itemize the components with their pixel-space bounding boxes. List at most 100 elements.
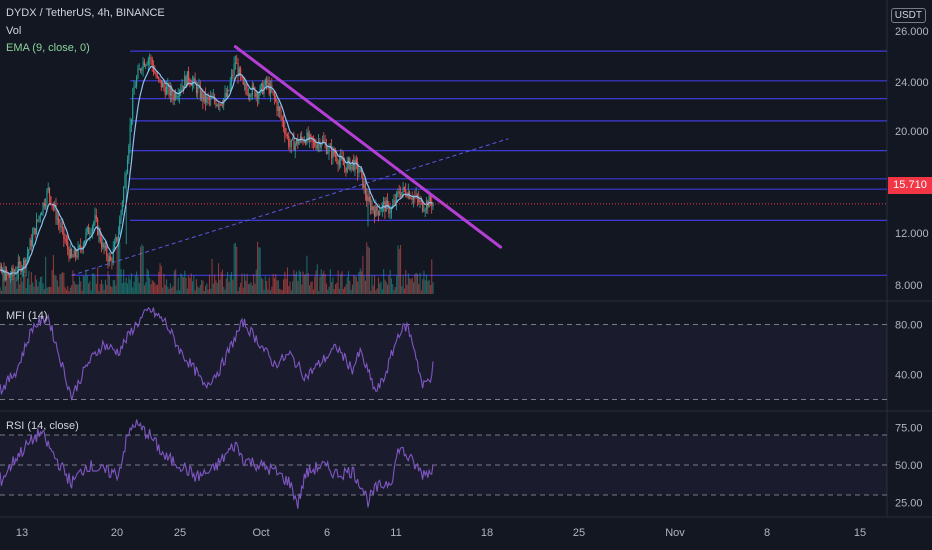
candle-body (221, 104, 223, 106)
candle-body (312, 141, 314, 143)
candle-body (286, 134, 288, 137)
volume-bar (355, 276, 357, 294)
volume-bar (214, 274, 216, 294)
volume-bar (63, 272, 65, 294)
volume-bar (301, 284, 303, 294)
candle-body (106, 245, 108, 257)
candle-body (280, 110, 282, 118)
candle-body (401, 191, 403, 197)
candle-body (267, 82, 269, 84)
volume-bar (363, 275, 365, 294)
candle-body (95, 215, 97, 219)
volume-bar (171, 287, 173, 294)
price-tick-label: 24.000 (895, 77, 929, 89)
volume-bar (371, 275, 373, 294)
volume-bar (133, 281, 135, 294)
volume-bar (43, 289, 45, 294)
mfi-tick-label: 80.00 (895, 320, 923, 332)
volume-bar (114, 279, 116, 294)
candle-body (229, 82, 231, 91)
volume-bar (224, 289, 226, 294)
volume-bar (361, 271, 363, 294)
volume-bar (375, 290, 377, 294)
volume-bar (98, 290, 100, 294)
volume-bar (410, 279, 412, 294)
candle-body (147, 59, 149, 65)
volume-bar (54, 274, 56, 294)
volume-bar (190, 273, 192, 294)
volume-bar (350, 289, 352, 294)
candle-body (142, 61, 144, 69)
candle-body (266, 79, 268, 84)
volume-bar (142, 245, 144, 294)
volume-bar (94, 275, 96, 294)
candle-body (65, 240, 67, 242)
volume-bar (10, 278, 12, 294)
volume-bar (260, 277, 262, 294)
volume-bar (327, 289, 329, 294)
candle-body (270, 85, 272, 95)
candle-body (130, 118, 132, 126)
candle-body (164, 87, 166, 95)
candle-body (99, 230, 101, 242)
volume-bar (218, 263, 220, 294)
volume-bar (125, 277, 127, 294)
volume-bar (82, 275, 84, 294)
candle-body (244, 83, 246, 85)
volume-bar (323, 270, 325, 294)
volume-bar (81, 290, 83, 294)
candle-body (344, 165, 346, 168)
volume-bar (299, 271, 301, 294)
volume-bar (129, 279, 131, 294)
volume-bar (236, 246, 238, 294)
volume-bar (390, 278, 392, 294)
volume-bar (91, 273, 93, 294)
currency-selector[interactable]: USDT (890, 8, 926, 23)
volume-bar (78, 276, 80, 294)
time-tick-label: 8 (764, 527, 770, 539)
volume-bar (147, 270, 149, 294)
candlestick-series (0, 53, 434, 283)
volume-bar (173, 270, 175, 294)
candle-body (201, 92, 203, 99)
volume-bar (24, 274, 26, 294)
volume-bar (60, 273, 62, 294)
ema-line (0, 65, 434, 275)
volume-bar (69, 287, 71, 294)
candle-body (197, 86, 199, 94)
candle-body (85, 232, 87, 241)
volume-bar (403, 288, 405, 294)
volume-bar (393, 289, 395, 294)
volume-bar (186, 288, 188, 294)
volume-bar (374, 275, 376, 294)
candle-body (426, 201, 428, 210)
volume-bar (328, 286, 330, 294)
volume-bar (210, 288, 212, 294)
candle-body (264, 79, 266, 86)
candle-body (76, 256, 78, 258)
volume-bar (225, 278, 227, 294)
volume-bar (39, 276, 41, 294)
volume-bar (143, 285, 145, 294)
volume-indicator-label: Vol (6, 25, 22, 37)
volume-bar (164, 284, 166, 294)
volume-bar (315, 270, 317, 294)
volume-bar (158, 271, 160, 294)
volume-bar (384, 279, 386, 294)
candle-body (303, 141, 305, 143)
candle-body (156, 76, 158, 78)
candle-body (137, 69, 139, 79)
volume-bar (413, 282, 415, 294)
candle-body (133, 87, 135, 95)
volume-bar (305, 273, 307, 294)
volume-bar (85, 269, 87, 294)
volume-bar (112, 280, 114, 294)
volume-bar (21, 281, 23, 294)
volume-bar (298, 270, 300, 294)
volume-bar (429, 285, 431, 294)
volume-bar (58, 286, 60, 294)
candle-body (132, 94, 134, 119)
volume-bar (329, 269, 331, 294)
candle-body (91, 226, 93, 233)
